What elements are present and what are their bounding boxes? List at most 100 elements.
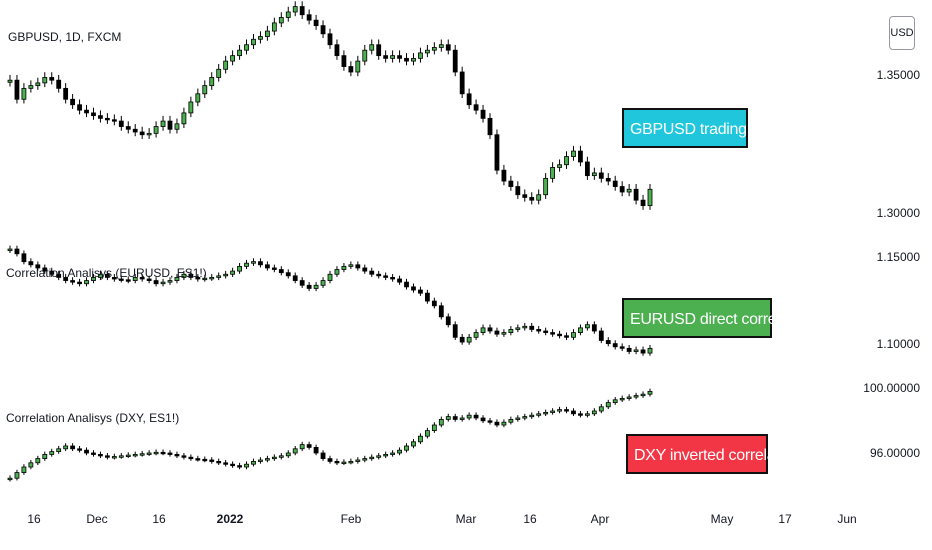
candle-body [104,117,110,121]
candle-body [334,269,340,275]
candle-body [292,448,298,454]
candle-body [605,402,611,408]
candles-eurusd [7,245,653,356]
candle-body [299,444,305,450]
candle-body [118,120,124,127]
candle-body [118,278,124,281]
candle-body [160,281,166,285]
candle-body [438,418,444,426]
candle-body [132,128,138,133]
candle-body [7,477,13,481]
candle-body [459,336,465,343]
candle-body [244,463,249,468]
candle-body [21,253,27,263]
candle-body [49,451,55,455]
candle-body [77,281,82,285]
candle-body [77,104,82,111]
candle-body [104,455,110,458]
time-label-17-may: 17 [778,512,792,526]
candle-body [431,47,437,51]
candle-body [216,68,222,78]
gbpusd-annotation[interactable]: GBPUSD trading chart [622,108,785,148]
candle-body [612,180,618,187]
candle-body [42,453,48,459]
candle-body [459,71,465,95]
candle-body [28,261,34,266]
candle-body [348,66,354,73]
candle-body [369,456,375,460]
candle-body [14,248,20,255]
candle-body [14,472,20,479]
candle-body [14,79,20,100]
candle-body [411,441,416,447]
candle-body [91,277,96,281]
candle-body [376,455,382,458]
dxy-annotation[interactable]: DXY inverted correlation [626,434,800,474]
candle-body [28,85,34,89]
candle-body [299,6,305,16]
currency-button[interactable]: USD [889,16,915,50]
candle-body [299,280,305,286]
candle-body [494,134,500,171]
dxy-pane-title[interactable]: Correlation Analisys (DXY, ES1!) [6,411,180,425]
candle-body [278,269,284,274]
candle-body [536,329,542,332]
candle-body [21,466,27,473]
candle-body [452,416,458,420]
candle-body [383,275,389,278]
eurusd-pane-title[interactable]: Correlation Analisys (EURUSD, ES1!) [6,266,207,280]
candle-body [411,57,416,62]
candle-body [42,267,48,272]
candle-body [508,418,514,423]
candle-body [209,277,215,280]
candle-body [21,87,27,100]
candle-body [550,332,556,335]
price-label-6: 96.00000 [869,446,920,460]
price-label-2: 1.30000 [876,206,920,220]
candle-body [244,262,249,267]
candle-body [466,336,472,343]
candle-body [63,445,69,450]
candle-body [633,395,639,398]
candle-body [466,414,472,419]
candle-body [327,273,333,281]
candle-body [251,460,256,465]
candle-body [160,451,166,455]
candle-body [49,77,55,81]
candle-body [111,456,117,459]
candle-body [84,109,89,114]
candle-body [494,330,500,335]
candle-body [445,316,451,326]
candle-body [571,332,576,338]
candle-body [341,55,347,67]
candle-body [605,340,611,345]
candle-body [640,393,646,397]
symbol-title[interactable]: GBPUSD, 1D, FXCM [8,30,122,44]
candle-body [452,49,458,73]
candle-body [452,324,458,338]
candle-body [369,44,375,51]
candle-body [202,458,208,462]
candle-body [494,421,500,426]
candle-body [70,98,76,106]
candle-body [640,199,646,207]
candle-body [397,449,402,454]
candle-body [591,172,597,177]
candle-body [376,44,382,57]
eurusd-annotation[interactable]: EURUSD direct correlation [622,298,813,338]
candle-body [626,396,632,399]
candle-body [230,270,236,275]
candle-body [445,44,451,51]
candle-body [522,194,528,198]
candle-body [216,460,222,464]
candle-body [418,289,423,294]
candle-body [508,180,514,187]
candle-body [501,421,507,426]
candle-body [244,44,249,51]
candle-body [480,327,486,333]
candle-body [285,272,291,277]
candle-body [7,79,13,83]
candles-dxy [7,388,653,482]
candle-body [35,264,41,269]
